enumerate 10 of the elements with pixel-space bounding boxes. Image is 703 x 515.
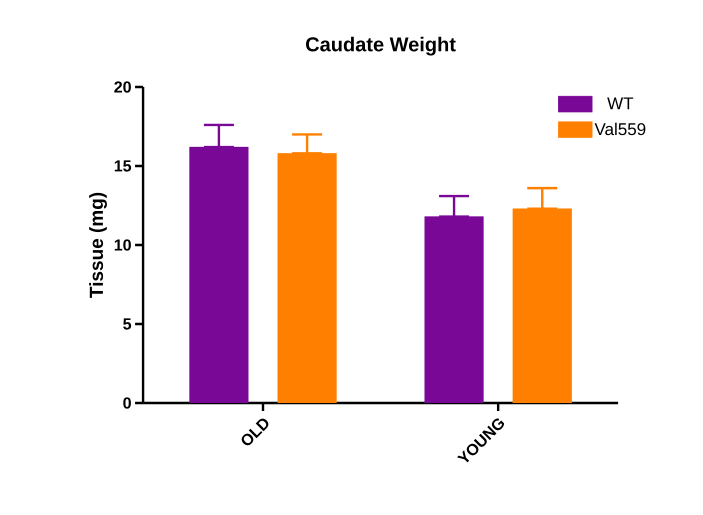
y-tick-label: 15	[114, 160, 132, 172]
y-tick-label: 5	[123, 318, 132, 330]
y-tick-label: 20	[114, 81, 131, 93]
legend-label: Val559	[594, 122, 646, 136]
x-tick-label: OLD	[242, 418, 268, 446]
legend-label: WT	[607, 97, 634, 110]
y-tick-label: 0	[123, 397, 131, 409]
chart-title: Caudate Weight	[306, 36, 456, 56]
y-tick-label: 10	[114, 239, 131, 251]
y-axis-title: Tissue (mg)	[89, 192, 107, 298]
